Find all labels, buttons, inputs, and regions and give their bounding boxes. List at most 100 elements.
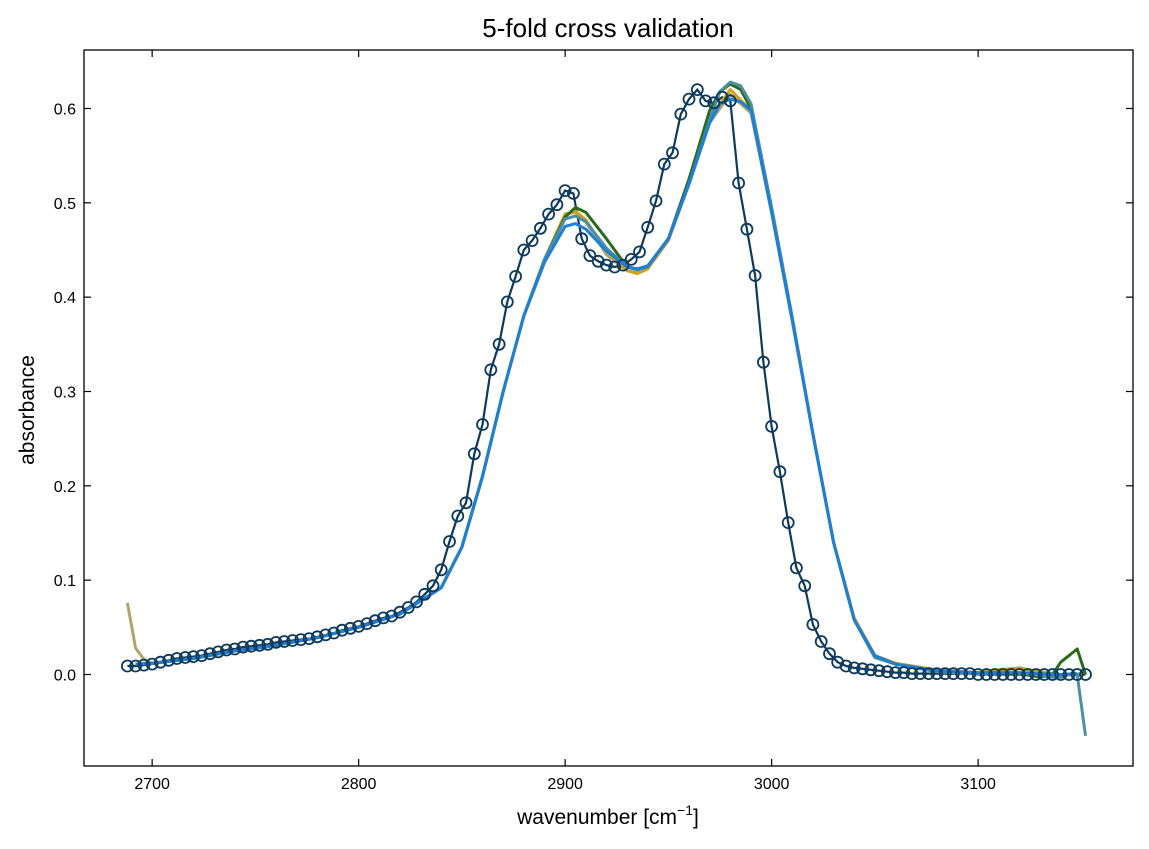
measured-point (575, 232, 589, 246)
measured-point (748, 269, 762, 282)
measured-point (195, 649, 209, 662)
measured-point (913, 667, 927, 680)
plot-series (121, 80, 1092, 737)
measured-point (220, 643, 233, 657)
measured-point (203, 647, 217, 661)
measured-point (856, 662, 869, 676)
measured-point (798, 579, 812, 593)
x-tick-label: 3000 (754, 776, 790, 793)
measured-point (1062, 668, 1076, 681)
measured-point (153, 655, 167, 669)
measured-point (1013, 668, 1026, 681)
x-axis-label-main: wavenumber [cm (516, 806, 677, 829)
measured-point (426, 579, 440, 593)
measured-point (814, 635, 828, 648)
measured-point (996, 668, 1010, 681)
measured-point (864, 663, 878, 677)
measured-point (732, 176, 745, 190)
measured-point (162, 653, 176, 667)
measured-point (236, 640, 250, 654)
measured-point (509, 269, 522, 283)
measured-point (476, 418, 489, 431)
measured-point (277, 635, 291, 648)
measured-point (905, 667, 919, 680)
plot-frame (83, 49, 1134, 767)
measured-point (922, 667, 935, 680)
measured-point (319, 628, 333, 642)
measured-point (1054, 668, 1068, 681)
measured-point (674, 107, 688, 121)
measured-point (327, 626, 341, 640)
measured-point (666, 146, 679, 160)
measured-point (178, 651, 192, 664)
measured-point (186, 650, 200, 663)
x-tick-label: 2700 (134, 776, 170, 793)
measured-point (434, 563, 448, 577)
measured-point (294, 633, 308, 646)
measured-point (467, 447, 481, 461)
measured-point (823, 647, 836, 661)
measured-point (121, 659, 134, 673)
measured-point (376, 611, 390, 625)
y-tick-label: 0.4 (54, 290, 76, 307)
measured-point (847, 661, 861, 675)
measured-point (145, 657, 159, 671)
measured-point (451, 509, 465, 523)
measured-point (269, 636, 283, 649)
measured-point (1070, 668, 1084, 681)
measured-point (624, 252, 638, 266)
x-axis-label-suffix: ] (693, 806, 699, 829)
measured-point (286, 634, 300, 647)
measured-point (418, 587, 432, 601)
measured-point (550, 198, 564, 212)
measured-point (897, 666, 911, 679)
measured-point (641, 220, 655, 234)
y-tick-label: 0.1 (54, 573, 76, 590)
measured-point (261, 637, 275, 651)
measured-point (657, 157, 671, 171)
measured-point (781, 516, 795, 529)
measured-point (525, 234, 539, 248)
measured-point (1004, 668, 1018, 681)
measured-point (360, 617, 374, 630)
measured-point (839, 659, 853, 673)
y-tick-label: 0.3 (54, 384, 76, 401)
x-axis-ticks: 2700 2800 2900 3000 3100 (134, 50, 996, 793)
measured-point (500, 295, 514, 309)
measured-point (723, 94, 737, 108)
measured-point (988, 668, 1001, 681)
y-tick-label: 0.0 (54, 667, 76, 684)
measured-point (302, 632, 316, 645)
measured-point (971, 668, 985, 681)
measured-point (872, 664, 886, 678)
measured-point (806, 618, 820, 631)
y-tick-label: 0.5 (54, 196, 76, 213)
measured-point (211, 645, 225, 659)
measured-point (699, 94, 712, 108)
y-axis-label: absorbance (16, 355, 39, 465)
measured-point (170, 652, 184, 665)
measured-point (930, 667, 944, 680)
measured-point (600, 258, 613, 272)
y-tick-label: 0.6 (54, 101, 76, 118)
measured-point (938, 667, 952, 680)
measured-point (955, 667, 968, 680)
measured-point (567, 186, 580, 200)
measured-point (946, 667, 960, 680)
measured-point (542, 207, 555, 221)
measured-point (1046, 668, 1059, 681)
measured-point (137, 658, 151, 672)
measured-point (244, 639, 258, 653)
measured-point (773, 465, 787, 479)
x-axis-label-superscript: −1 (677, 802, 693, 818)
measured-point (253, 638, 266, 652)
measured-point (335, 623, 349, 637)
measured-point (980, 668, 993, 681)
measured-point (1079, 668, 1092, 681)
measured-point (368, 614, 382, 628)
measured-point (1021, 668, 1035, 681)
measured-point (682, 92, 696, 106)
measured-point (129, 659, 143, 673)
measured-point (459, 496, 473, 510)
